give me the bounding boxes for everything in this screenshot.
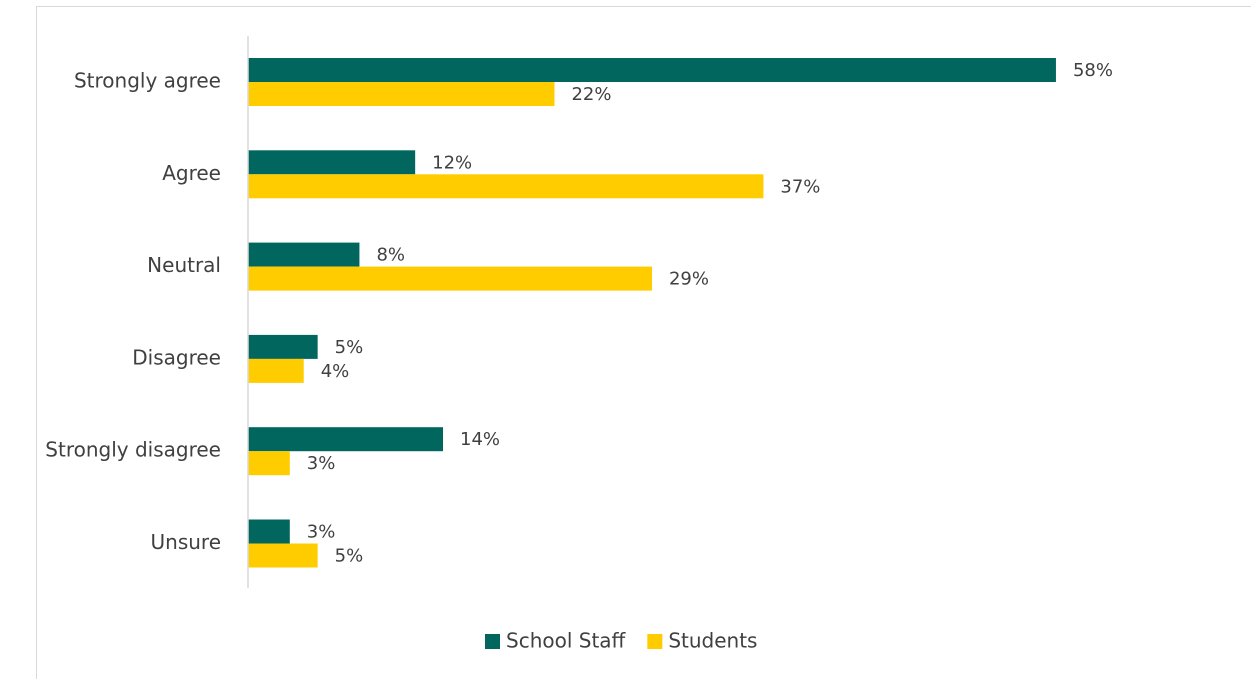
bar-students-agree [248, 174, 764, 199]
data-label-school-staff-disagree: 5% [335, 337, 364, 358]
data-label-school-staff-strongly-agree: 58% [1073, 60, 1113, 81]
legend-swatch-students [647, 634, 663, 649]
legend-label-students: Students [668, 629, 757, 653]
bar-students-neutral [248, 266, 652, 291]
bar-school-staff-disagree [248, 334, 318, 359]
data-label-students-neutral: 29% [669, 269, 709, 290]
legend-swatch-school-staff [485, 634, 500, 649]
data-label-school-staff-unsure: 3% [307, 522, 336, 543]
category-label-agree: Agree [162, 161, 221, 185]
bar-school-staff-unsure [248, 519, 290, 544]
bar-students-strongly-disagree [248, 451, 290, 476]
bar-students-strongly-agree [248, 82, 555, 106]
data-label-students-strongly-agree: 22% [571, 84, 611, 105]
category-label-neutral: Neutral [147, 253, 221, 277]
bar-school-staff-strongly-agree [248, 58, 1056, 82]
bar-school-staff-neutral [248, 242, 360, 267]
data-label-school-staff-agree: 12% [432, 152, 472, 173]
data-label-students-unsure: 5% [335, 546, 364, 567]
category-label-strongly-disagree: Strongly disagree [45, 438, 221, 462]
data-label-students-disagree: 4% [321, 361, 350, 382]
bar-school-staff-agree [248, 150, 416, 175]
bar-students-disagree [248, 358, 304, 383]
data-label-school-staff-strongly-disagree: 14% [460, 429, 500, 450]
labels-layer: Strongly agree 58% 22% Agree 12% 37% Neutral 8%… [45, 60, 1113, 567]
chart-frame [36, 6, 1251, 679]
data-label-school-staff-neutral: 8% [376, 245, 405, 266]
category-label-strongly-agree: Strongly agree [74, 69, 221, 93]
legend-label-school-staff: School Staff [506, 629, 627, 653]
bar-school-staff-strongly-disagree [248, 427, 444, 452]
legend: School Staff Students [485, 629, 757, 653]
data-label-students-agree: 37% [780, 176, 820, 197]
category-label-unsure: Unsure [151, 530, 222, 554]
bars-layer [248, 58, 1056, 568]
data-label-students-strongly-disagree: 3% [307, 453, 336, 474]
bar-students-unsure [248, 543, 318, 568]
category-label-disagree: Disagree [132, 345, 221, 369]
